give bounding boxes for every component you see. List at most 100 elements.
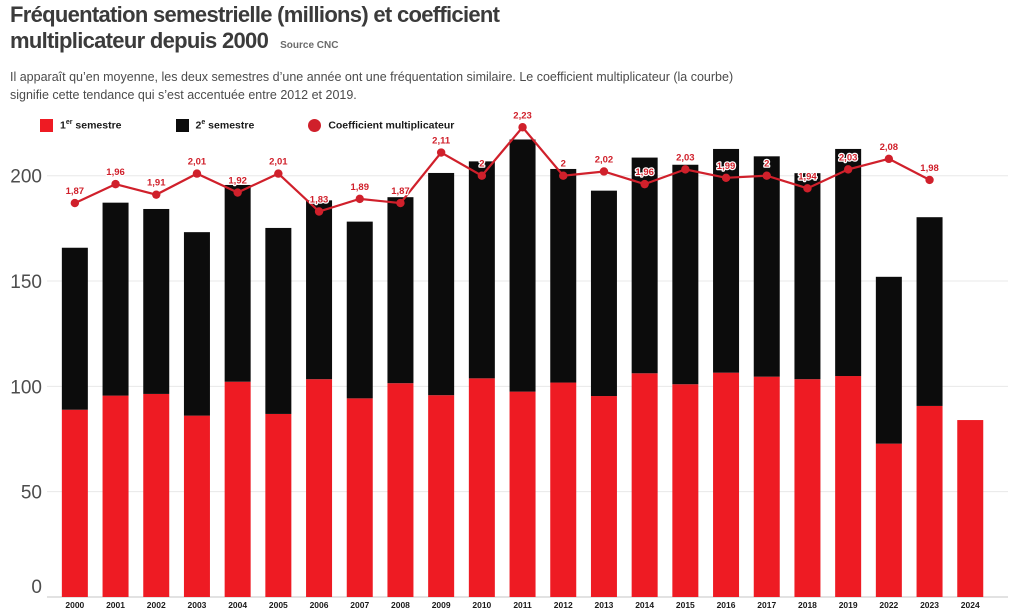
bar-semestre2-2012 [550, 168, 577, 383]
bar-semestre1-2023 [916, 405, 943, 597]
y-axis-label-100: 100 [10, 377, 42, 398]
coefficient-value-2017: 2 [764, 159, 769, 170]
bar-semestre1-2010 [468, 378, 495, 597]
chart-legend: 1er semestre 2e semestre Coefficient mul… [40, 119, 454, 132]
chart-header: Fréquentation semestrielle (millions) et… [10, 2, 990, 104]
y-axis-label-0: 0 [31, 577, 42, 598]
bar-semestre2-2017 [753, 156, 780, 377]
coefficient-value-2004: 1,92 [228, 176, 247, 187]
coefficient-value-2010: 2 [479, 159, 484, 170]
bar-semestre2-2003 [183, 232, 210, 416]
bar-semestre1-2017 [753, 376, 780, 597]
coefficient-value-2022: 2,08 [880, 142, 899, 153]
bar-semestre1-2002 [143, 393, 170, 597]
coefficient-point-2008 [396, 198, 405, 208]
bar-semestre2-2022 [875, 276, 902, 444]
bar-semestre2-2019 [835, 148, 862, 377]
x-axis-label-2002: 2002 [147, 600, 166, 610]
bar-semestre2-2005 [265, 227, 292, 414]
coefficient-value-2011: 2,23 [513, 110, 532, 121]
bar-semestre1-2006 [306, 379, 333, 597]
coefficient-point-2022 [884, 154, 894, 164]
bar-semestre1-2024 [957, 420, 984, 597]
coefficient-value-2012: 2 [561, 159, 566, 170]
coefficient-point-2006 [314, 207, 324, 216]
x-axis-label-2006: 2006 [310, 600, 329, 610]
x-axis-label-2015: 2015 [676, 600, 695, 610]
coefficient-point-2002 [152, 190, 161, 199]
coefficient-value-2006: 1,83 [310, 195, 329, 206]
title-line-1: Fréquentation semestrielle (millions) et… [10, 2, 500, 27]
coefficient-point-2007 [355, 194, 364, 204]
coefficient-value-2008: 1,87 [391, 186, 410, 197]
bar-semestre2-2023 [916, 217, 943, 406]
bar-semestre2-2002 [143, 208, 170, 394]
bar-semestre2-2014 [631, 157, 658, 374]
black-square-icon [175, 119, 189, 132]
coefficient-line [74, 125, 931, 213]
page-title: Fréquentation semestrielle (millions) et… [10, 2, 990, 59]
red-circle-icon [308, 119, 322, 132]
bar-semestre1-2019 [835, 376, 862, 597]
red-square-icon [40, 119, 53, 132]
bar-semestre1-2003 [183, 415, 210, 597]
bar-semestre1-2007 [346, 398, 373, 597]
bar-semestre2-2009 [428, 172, 455, 396]
coefficient-point-2017 [762, 171, 771, 180]
bar-semestre2-2000 [61, 247, 88, 410]
title-line-2: multiplicateur depuis 2000 [10, 28, 269, 53]
chart-subtitle: Il apparaît qu’en moyenne, les deux seme… [10, 68, 990, 104]
x-axis-label-2004: 2004 [228, 600, 247, 610]
coefficient-point-2023 [925, 175, 934, 185]
bar-semestre2-2015 [672, 164, 699, 385]
subtitle-line-2: signifie cette tendance qui s’est accent… [10, 88, 357, 102]
coefficient-point-2013 [599, 167, 609, 176]
bar-semestre1-2001 [102, 395, 129, 597]
coefficient-point-2018 [803, 184, 812, 193]
coefficient-point-2019 [843, 165, 853, 174]
x-axis-label-2023: 2023 [920, 600, 939, 610]
coefficient-point-2012 [559, 171, 568, 180]
subtitle-line-1: Il apparaît qu’en moyenne, les deux seme… [10, 70, 734, 84]
coefficient-value-2003: 2,01 [188, 157, 207, 168]
x-axis-label-2003: 2003 [187, 600, 206, 610]
y-axis-label-50: 50 [21, 483, 42, 504]
bar-semestre2-2004 [224, 184, 251, 382]
bar-semestre2-2011 [509, 139, 536, 392]
x-axis-label-2009: 2009 [432, 600, 451, 610]
bar-semestre2-2007 [346, 221, 373, 399]
coefficient-value-2001: 1,96 [106, 167, 125, 178]
coefficient-point-2009 [436, 148, 446, 157]
x-axis-label-2008: 2008 [391, 600, 410, 610]
coefficient-value-2005: 2,01 [269, 157, 288, 168]
x-axis-label-2007: 2007 [350, 600, 369, 610]
bar-semestre2-2008 [387, 197, 414, 384]
source-label: Source CNC [280, 40, 339, 51]
legend-item-2e-semestre: 2e semestre [175, 119, 254, 132]
coefficient-value-2009: 2,11 [432, 136, 451, 147]
bar-semestre2-2016 [713, 148, 740, 373]
legend-label-1er-semestre: 1er semestre [60, 119, 122, 132]
legend-item-coefficient: Coefficient multiplicateur [308, 119, 454, 132]
bar-semestre1-2005 [265, 413, 292, 597]
bar-semestre1-2012 [550, 382, 577, 597]
x-axis-label-2019: 2019 [839, 600, 858, 610]
x-axis-label-2016: 2016 [717, 600, 736, 610]
x-axis-label-2011: 2011 [513, 600, 532, 610]
bar-semestre1-2004 [224, 381, 251, 597]
coefficient-value-2013: 2,02 [595, 154, 614, 165]
bar-semestre2-2001 [102, 202, 129, 396]
x-axis-label-2017: 2017 [757, 600, 776, 610]
y-axis-label-200: 200 [10, 167, 42, 188]
x-axis-label-2005: 2005 [269, 600, 288, 610]
bar-semestre2-2010 [468, 161, 495, 379]
coefficient-point-2011 [518, 123, 527, 132]
coefficient-value-2007: 1,89 [351, 182, 370, 193]
coefficient-value-2000: 1,87 [66, 186, 85, 197]
legend-item-1er-semestre: 1er semestre [40, 119, 122, 132]
x-axis-label-2012: 2012 [554, 600, 573, 610]
bar-semestre1-2000 [61, 409, 88, 597]
x-axis-label-2024: 2024 [961, 600, 980, 610]
coefficient-value-2016: 1,99 [717, 161, 736, 172]
